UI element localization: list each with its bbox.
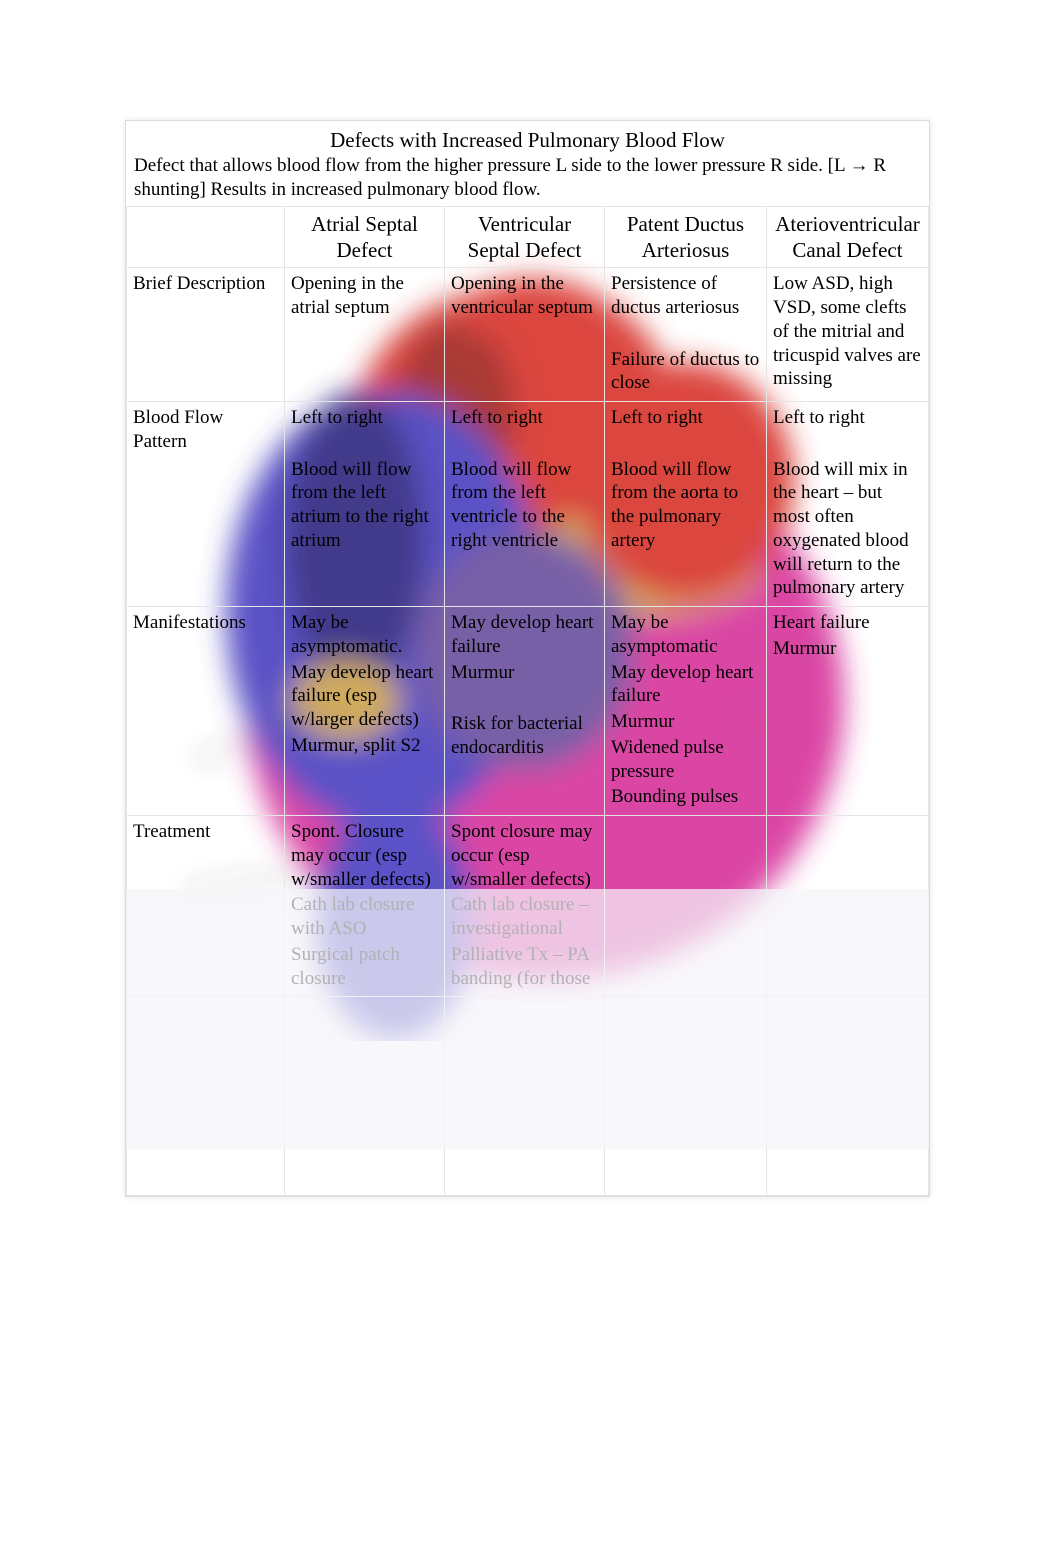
cell-line: Cath lab closure with ASO bbox=[291, 893, 438, 941]
col-header: Ventricular Septal Defect bbox=[445, 206, 605, 268]
table-row: Blood Flow PatternLeft to right Blood wi… bbox=[127, 402, 929, 607]
cell-line: Left to right bbox=[291, 406, 438, 430]
cell-line: Cath lab closure – investigational bbox=[451, 893, 598, 941]
cell-line: Surgical patch closure bbox=[291, 943, 438, 991]
table-subtitle: Defect that allows blood flow from the h… bbox=[126, 154, 929, 206]
cell-line bbox=[611, 1001, 760, 1025]
cell-line bbox=[773, 1001, 922, 1025]
table-cell: Left to right Blood will mix in the hear… bbox=[767, 402, 929, 607]
row-label bbox=[127, 997, 285, 1196]
col-header: Aterioventricular Canal Defect bbox=[767, 206, 929, 268]
cell-line: Blood will mix in the heart – but most o… bbox=[773, 458, 922, 601]
table-header-row: Atrial Septal Defect Ventricular Septal … bbox=[127, 206, 929, 268]
table-title: Defects with Increased Pulmonary Blood F… bbox=[126, 121, 929, 154]
row-label: Manifestations bbox=[127, 607, 285, 816]
table-cell bbox=[285, 997, 445, 1196]
cell-line: May be asymptomatic. bbox=[291, 611, 438, 659]
cell-line: May develop heart failure (esp w/larger … bbox=[291, 661, 438, 732]
cell-line bbox=[611, 820, 760, 844]
cell-line bbox=[451, 432, 598, 456]
table-cell: Left to right Blood will flow from the l… bbox=[445, 402, 605, 607]
table-row bbox=[127, 997, 929, 1196]
table-cell: Spont. Closure may occur (esp w/smaller … bbox=[285, 816, 445, 997]
cell-line: Murmur bbox=[611, 710, 760, 734]
cell-line: Murmur, split S2 bbox=[291, 734, 438, 758]
col-header: Atrial Septal Defect bbox=[285, 206, 445, 268]
cell-line: Bounding pulses bbox=[611, 785, 760, 809]
cell-line: May develop heart failure bbox=[451, 611, 598, 659]
table-row: Brief DescriptionOpening in the atrial s… bbox=[127, 268, 929, 402]
cell-line: Blood will flow from the left ventricle … bbox=[451, 458, 598, 553]
table-cell bbox=[605, 997, 767, 1196]
table-row: TreatmentSpont. Closure may occur (esp w… bbox=[127, 816, 929, 997]
table-row: ManifestationsMay be asymptomatic.May de… bbox=[127, 607, 929, 816]
cell-line bbox=[291, 1001, 438, 1025]
cell-line bbox=[773, 820, 922, 844]
cell-line bbox=[611, 432, 760, 456]
table-cell: Left to right Blood will flow from the l… bbox=[285, 402, 445, 607]
cell-line: Risk for bacterial endocarditis bbox=[451, 712, 598, 760]
table-cell bbox=[767, 816, 929, 997]
row-label: Brief Description bbox=[127, 268, 285, 402]
table-cell bbox=[605, 816, 767, 997]
table-cell: Heart failureMurmur bbox=[767, 607, 929, 816]
table-cell: Left to right Blood will flow from the a… bbox=[605, 402, 767, 607]
cell-line bbox=[291, 432, 438, 456]
cell-line: Low ASD, high VSD, some clefts of the mi… bbox=[773, 272, 922, 391]
row-label: Blood Flow Pattern bbox=[127, 402, 285, 607]
cell-line: Murmur bbox=[773, 637, 922, 661]
cell-line: Left to right bbox=[773, 406, 922, 430]
cell-line: Widened pulse pressure bbox=[611, 736, 760, 784]
table-cell: Opening in the atrial septum bbox=[285, 268, 445, 402]
header-empty bbox=[127, 206, 285, 268]
cell-line: Spont. Closure may occur (esp w/smaller … bbox=[291, 820, 438, 891]
cell-line: Opening in the atrial septum bbox=[291, 272, 438, 320]
cell-line: Left to right bbox=[611, 406, 760, 430]
cell-line bbox=[611, 322, 760, 346]
cell-line: Heart failure bbox=[773, 611, 922, 635]
cell-line: May be asymptomatic bbox=[611, 611, 760, 659]
cell-line: Palliative Tx – PA banding (for those bbox=[451, 943, 598, 991]
col-header: Patent Ductus Arteriosus bbox=[605, 206, 767, 268]
table-cell: Persistence of ductus arteriosus Failure… bbox=[605, 268, 767, 402]
cell-line: Opening in the ventricular septum bbox=[451, 272, 598, 320]
cell-line: Failure of ductus to close bbox=[611, 348, 760, 396]
cell-line: May develop heart failure bbox=[611, 661, 760, 709]
table-cell bbox=[767, 997, 929, 1196]
table-cell: Low ASD, high VSD, some clefts of the mi… bbox=[767, 268, 929, 402]
cell-line: Left to right bbox=[451, 406, 598, 430]
cell-line: Persistence of ductus arteriosus bbox=[611, 272, 760, 320]
cell-line: Blood will flow from the left atrium to … bbox=[291, 458, 438, 553]
cell-line: Blood will flow from the aorta to the pu… bbox=[611, 458, 760, 553]
defects-table: Atrial Septal Defect Ventricular Septal … bbox=[126, 206, 929, 1197]
cell-line bbox=[451, 686, 598, 710]
table-cell: Spont closure may occur (esp w/smaller d… bbox=[445, 816, 605, 997]
table-cell: May be asymptomatic.May develop heart fa… bbox=[285, 607, 445, 816]
cell-line bbox=[773, 432, 922, 456]
row-label: Treatment bbox=[127, 816, 285, 997]
table-cell: May develop heart failureMurmur Risk for… bbox=[445, 607, 605, 816]
table-cell bbox=[445, 997, 605, 1196]
cell-line bbox=[451, 1001, 598, 1025]
table-cell: Opening in the ventricular septum bbox=[445, 268, 605, 402]
cell-line: Murmur bbox=[451, 661, 598, 685]
cell-line: Spont closure may occur (esp w/smaller d… bbox=[451, 820, 598, 891]
table-cell: May be asymptomaticMay develop heart fai… bbox=[605, 607, 767, 816]
